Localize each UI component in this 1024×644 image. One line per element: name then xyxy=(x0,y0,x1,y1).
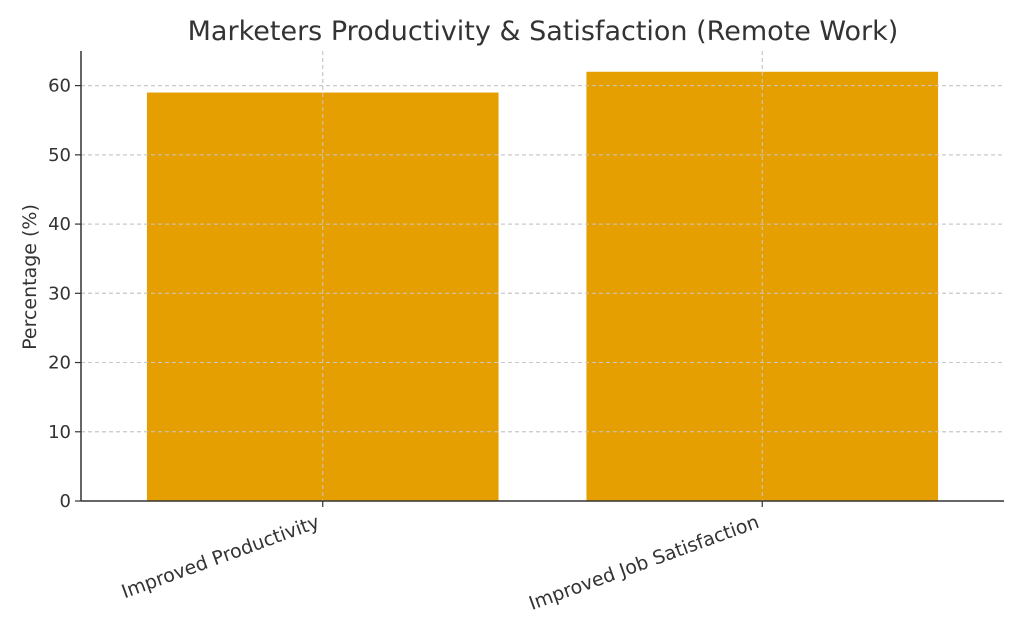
y-tick-label: 30 xyxy=(48,283,71,304)
y-tick-label: 50 xyxy=(48,145,71,166)
y-tick-label: 60 xyxy=(48,76,71,97)
y-tick-label: 40 xyxy=(48,214,71,235)
y-tick-label: 10 xyxy=(48,422,71,443)
axis-layer xyxy=(80,51,1004,502)
chart-title: Marketers Productivity & Satisfaction (R… xyxy=(188,16,899,47)
bar-layer xyxy=(81,51,1004,502)
y-tick-label: 20 xyxy=(48,353,71,374)
y-tick-label: 0 xyxy=(60,491,71,512)
tick-layer: 0 10 20 30 40 50 60 xyxy=(48,76,763,512)
x-category-label: Improved Productivity xyxy=(119,511,323,603)
category-layer: Improved Productivity Improved Job Satisf… xyxy=(119,511,762,615)
y-axis-label: Percentage (%) xyxy=(19,204,41,350)
x-category-label: Improved Job Satisfaction xyxy=(526,511,762,615)
